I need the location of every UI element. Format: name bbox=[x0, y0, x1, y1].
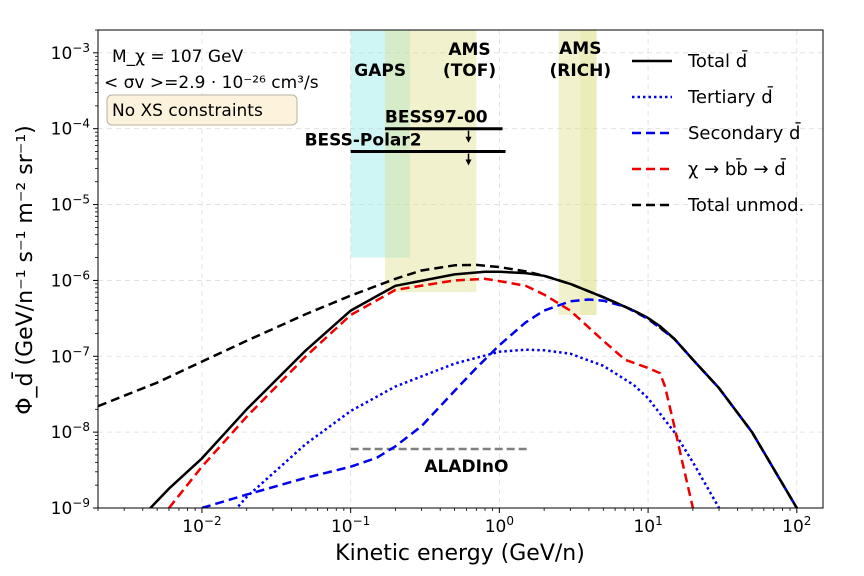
limit-arrow-head bbox=[465, 159, 472, 166]
region-label-0: GAPS bbox=[354, 61, 406, 81]
x-tick-label: 10−2 bbox=[182, 514, 221, 537]
y-tick-label: 10−8 bbox=[51, 420, 90, 443]
legend-label-1: Tertiary d̄ bbox=[687, 86, 774, 108]
x-tick-label: 101 bbox=[633, 514, 662, 537]
sensitivity-region-overlap bbox=[580, 30, 597, 316]
region-label-2: (RICH) bbox=[549, 61, 611, 81]
legend-label-3: χ → bb̄ → d̄ bbox=[688, 158, 787, 180]
series-line-1 bbox=[235, 348, 721, 508]
y-tick-label: 10−9 bbox=[51, 496, 90, 519]
y-tick-label: 10−3 bbox=[51, 41, 90, 64]
x-axis-label: Kinetic energy (GeV/n) bbox=[335, 541, 585, 566]
series-line-4 bbox=[98, 263, 798, 508]
y-axis-label: Φ_d̄ (GeV/n⁻¹ s⁻¹ m⁻² sr⁻¹) bbox=[12, 125, 38, 415]
constraints-box-label: No XS constraints bbox=[112, 101, 263, 121]
grid-lines bbox=[98, 30, 823, 509]
sensitivity-region-0 bbox=[350, 30, 410, 258]
sensitivity-region-1 bbox=[384, 30, 477, 293]
y-axis-ticks: 10−9 10−8 10−7 10−6 10−5 10−4 10−3 bbox=[51, 29, 98, 519]
plot-frame bbox=[97, 29, 824, 509]
constraints-box bbox=[106, 94, 298, 126]
sensitivity-regions bbox=[350, 30, 597, 316]
legend-label-4: Total unmod. bbox=[687, 195, 804, 216]
region-label-2: AMS bbox=[559, 39, 601, 59]
legend-label-0: Total d̄ bbox=[687, 50, 748, 72]
limit-label-aladino: ALADInO bbox=[424, 457, 508, 477]
x-axis-ticks: 10−2 10−1 100 101 102 bbox=[97, 508, 811, 537]
y-tick-label: 10−6 bbox=[51, 268, 90, 291]
limit-label-0: BESS97-00 bbox=[385, 108, 488, 128]
series-lines bbox=[98, 263, 798, 508]
y-tick-label: 10−7 bbox=[51, 344, 90, 367]
cross-section-annotation: < σv >=2.9 · 10⁻²⁶ cm³/s bbox=[104, 73, 319, 93]
y-tick-label: 10−5 bbox=[51, 193, 90, 216]
region-label-1: (TOF) bbox=[443, 61, 496, 81]
mass-annotation: M_χ = 107 GeV bbox=[112, 47, 244, 67]
region-label-1: AMS bbox=[448, 40, 490, 60]
legend: Total d̄ Tertiary d̄ Secondary d̄ χ → bb̄ →… bbox=[632, 50, 804, 216]
x-tick-label: 102 bbox=[782, 514, 811, 537]
limit-lines: BESS97-00 BESS-Polar2 ALADInO bbox=[305, 108, 530, 477]
y-tick-label: 10−4 bbox=[51, 117, 90, 140]
legend-label-2: Secondary d̄ bbox=[688, 122, 802, 144]
sensitivity-region-2 bbox=[558, 30, 597, 316]
limit-label-1: BESS-Polar2 bbox=[305, 131, 422, 151]
limit-arrow-head bbox=[465, 136, 472, 143]
x-tick-label: 10−1 bbox=[331, 514, 370, 537]
series-line-3 bbox=[168, 277, 695, 508]
x-tick-label: 100 bbox=[485, 514, 514, 537]
